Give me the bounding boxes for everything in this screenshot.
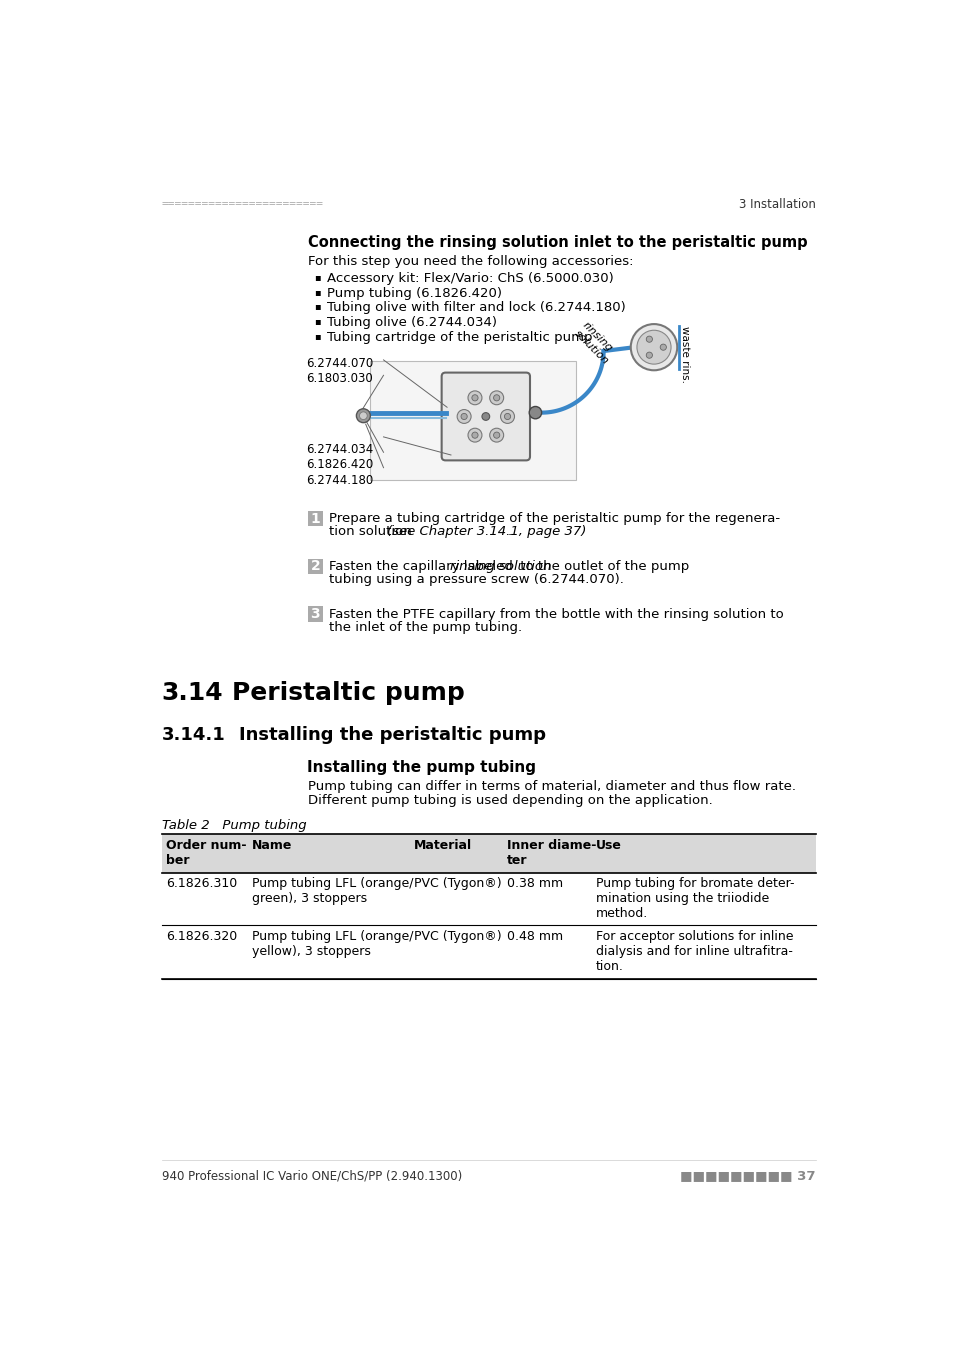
Text: 6.2744.180: 6.2744.180 xyxy=(306,474,373,487)
Text: PVC (Tygon®): PVC (Tygon®) xyxy=(414,878,501,891)
Text: ▪: ▪ xyxy=(314,286,321,297)
Text: rinsing
solution: rinsing solution xyxy=(572,320,618,366)
Text: ▪: ▪ xyxy=(314,301,321,312)
Bar xyxy=(162,834,815,872)
Text: Peristaltic pump: Peristaltic pump xyxy=(232,680,464,705)
Circle shape xyxy=(356,409,370,423)
Circle shape xyxy=(645,336,652,343)
Text: the inlet of the pump tubing.: the inlet of the pump tubing. xyxy=(329,621,522,634)
Bar xyxy=(307,559,323,574)
Text: Fasten the PTFE capillary from the bottle with the rinsing solution to: Fasten the PTFE capillary from the bottl… xyxy=(329,608,783,621)
Circle shape xyxy=(460,413,467,420)
Text: (see Chapter 3.14.1, page 37): (see Chapter 3.14.1, page 37) xyxy=(387,525,586,539)
FancyBboxPatch shape xyxy=(441,373,530,460)
Circle shape xyxy=(637,331,670,364)
Text: 3.14.1: 3.14.1 xyxy=(162,726,226,744)
Circle shape xyxy=(645,352,652,358)
Circle shape xyxy=(359,412,367,420)
Text: to the outlet of the pump: to the outlet of the pump xyxy=(516,560,688,574)
Text: 6.2744.070: 6.2744.070 xyxy=(306,356,373,370)
Text: Connecting the rinsing solution inlet to the peristaltic pump: Connecting the rinsing solution inlet to… xyxy=(307,235,806,250)
Circle shape xyxy=(630,324,677,370)
Text: ▪: ▪ xyxy=(314,316,321,325)
Text: Use: Use xyxy=(596,838,621,852)
Text: 1: 1 xyxy=(310,512,320,525)
Text: Pump tubing LFL (orange/
yellow), 3 stoppers: Pump tubing LFL (orange/ yellow), 3 stop… xyxy=(252,930,413,957)
Text: 6.2744.034: 6.2744.034 xyxy=(306,443,373,456)
Text: Fasten the capillary labeled: Fasten the capillary labeled xyxy=(329,560,517,574)
Text: Table 2   Pump tubing: Table 2 Pump tubing xyxy=(162,819,306,832)
Text: Order num-
ber: Order num- ber xyxy=(166,838,246,867)
Text: 0.38 mm: 0.38 mm xyxy=(506,878,562,891)
Text: Name: Name xyxy=(252,838,292,852)
Text: Installing the pump tubing: Installing the pump tubing xyxy=(307,760,536,775)
Text: Different pump tubing is used depending on the application.: Different pump tubing is used depending … xyxy=(307,794,712,807)
Text: For this step you need the following accessories:: For this step you need the following acc… xyxy=(307,255,633,269)
Bar xyxy=(307,606,323,622)
Text: Tubing olive (6.2744.034): Tubing olive (6.2744.034) xyxy=(327,316,497,329)
Text: 6.1803.030: 6.1803.030 xyxy=(306,373,373,385)
Text: 6.1826.320: 6.1826.320 xyxy=(166,930,236,942)
Circle shape xyxy=(489,428,503,441)
Text: 3: 3 xyxy=(310,608,320,621)
Circle shape xyxy=(489,392,503,405)
Text: Inner diame-
ter: Inner diame- ter xyxy=(506,838,596,867)
Text: PVC (Tygon®): PVC (Tygon®) xyxy=(414,930,501,942)
Text: 2: 2 xyxy=(310,559,320,574)
Text: Accessory kit: Flex/Vario: ChS (6.5000.030): Accessory kit: Flex/Vario: ChS (6.5000.0… xyxy=(327,273,613,285)
Text: Pump tubing for bromate deter-
mination using the triiodide
method.: Pump tubing for bromate deter- mination … xyxy=(596,878,794,921)
Circle shape xyxy=(500,409,514,424)
Text: Material: Material xyxy=(414,838,472,852)
Text: Installing the peristaltic pump: Installing the peristaltic pump xyxy=(239,726,546,744)
Bar xyxy=(307,510,323,526)
Circle shape xyxy=(493,432,499,439)
Text: Prepare a tubing cartridge of the peristaltic pump for the regenera-: Prepare a tubing cartridge of the perist… xyxy=(329,513,780,525)
Circle shape xyxy=(468,428,481,441)
Text: tion solution: tion solution xyxy=(329,525,416,539)
Text: ■■■■■■■■■ 37: ■■■■■■■■■ 37 xyxy=(679,1169,815,1183)
Text: ▪: ▪ xyxy=(314,273,321,282)
Text: 3.14: 3.14 xyxy=(162,680,223,705)
Circle shape xyxy=(456,409,471,424)
Text: 3 Installation: 3 Installation xyxy=(739,198,815,211)
Circle shape xyxy=(472,432,477,439)
Text: waste rins.: waste rins. xyxy=(679,325,690,382)
Text: .: . xyxy=(507,525,511,539)
Circle shape xyxy=(472,394,477,401)
Text: 6.1826.310: 6.1826.310 xyxy=(166,878,236,891)
Circle shape xyxy=(504,413,510,420)
Text: tubing using a pressure screw (6.2744.070).: tubing using a pressure screw (6.2744.07… xyxy=(329,574,623,586)
Circle shape xyxy=(659,344,666,350)
Text: Tubing cartridge of the peristaltic pump: Tubing cartridge of the peristaltic pump xyxy=(327,331,592,344)
Text: Pump tubing (6.1826.420): Pump tubing (6.1826.420) xyxy=(327,286,501,300)
Circle shape xyxy=(493,394,499,401)
Text: 940 Professional IC Vario ONE/ChS/PP (2.940.1300): 940 Professional IC Vario ONE/ChS/PP (2.… xyxy=(162,1169,461,1183)
Text: Pump tubing can differ in terms of material, diameter and thus flow rate.: Pump tubing can differ in terms of mater… xyxy=(307,780,795,794)
Bar xyxy=(369,360,576,481)
Text: ========================: ======================== xyxy=(162,200,323,209)
Text: For acceptor solutions for inline
dialysis and for inline ultrafitra-
tion.: For acceptor solutions for inline dialys… xyxy=(596,930,793,973)
Text: Pump tubing LFL (orange/
green), 3 stoppers: Pump tubing LFL (orange/ green), 3 stopp… xyxy=(252,878,413,906)
Circle shape xyxy=(529,406,541,418)
Text: 0.48 mm: 0.48 mm xyxy=(506,930,562,942)
Circle shape xyxy=(481,413,489,420)
Text: Tubing olive with filter and lock (6.2744.180): Tubing olive with filter and lock (6.274… xyxy=(327,301,625,315)
Text: 6.1826.420: 6.1826.420 xyxy=(306,459,373,471)
Text: ▪: ▪ xyxy=(314,331,321,340)
Text: rinsing solution: rinsing solution xyxy=(449,560,550,574)
Circle shape xyxy=(468,392,481,405)
